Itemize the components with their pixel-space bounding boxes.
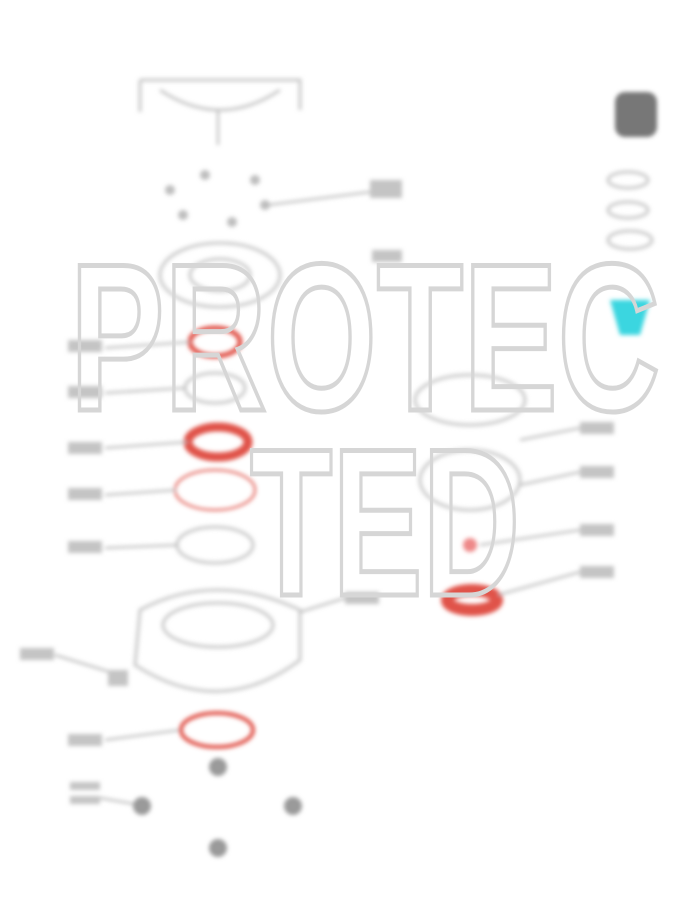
pin xyxy=(463,538,477,552)
bolts xyxy=(133,758,302,857)
exploded-view xyxy=(20,78,657,857)
spring xyxy=(606,200,650,220)
part-label xyxy=(370,180,402,198)
left-labels xyxy=(20,340,191,806)
bushing xyxy=(441,584,503,616)
leader xyxy=(267,191,371,206)
gear-hub xyxy=(188,257,252,293)
lower-gear xyxy=(418,448,522,512)
o-ring xyxy=(179,711,255,749)
housing xyxy=(133,588,302,693)
valve xyxy=(610,300,650,335)
part-label xyxy=(345,592,379,604)
leader xyxy=(299,597,346,613)
right-labels xyxy=(372,250,614,596)
watermark: PROTEC TED xyxy=(68,218,663,643)
watermark-line: TED xyxy=(250,405,520,640)
cap xyxy=(615,92,657,137)
top-cover xyxy=(138,78,302,112)
gear xyxy=(158,241,282,309)
washer xyxy=(175,525,255,565)
watermark-line: PROTEC xyxy=(70,220,660,455)
spring xyxy=(606,170,650,190)
housing-bore xyxy=(161,601,275,649)
spring xyxy=(606,229,654,251)
gasket xyxy=(174,469,256,511)
upper-gear xyxy=(413,373,527,427)
screws xyxy=(165,170,270,227)
plug xyxy=(108,670,128,686)
